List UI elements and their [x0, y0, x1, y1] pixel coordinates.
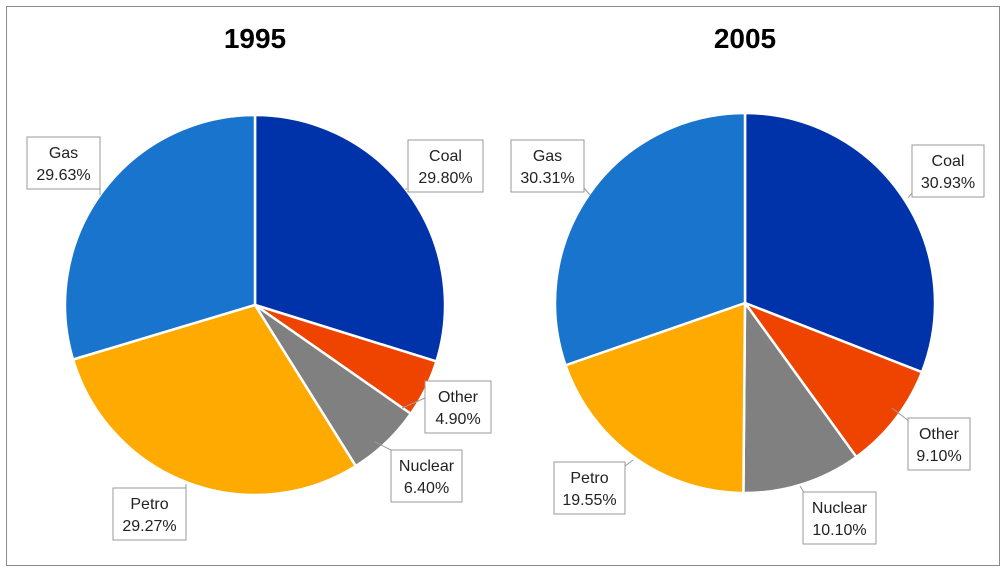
callout-box — [112, 487, 187, 541]
callout-leader-line — [401, 397, 426, 409]
callout-value-label: 6.40% — [404, 480, 449, 497]
callout-box — [907, 417, 971, 471]
callout-value-label: 29.63% — [36, 167, 90, 184]
callout-box — [911, 144, 985, 198]
callout-category-label: Coal — [932, 153, 965, 170]
chart-2-callout-petro: Petro 19.55% — [553, 459, 634, 515]
chart-2-callout-gas: Gas 30.31% — [510, 139, 591, 196]
callout-leader-line — [891, 407, 911, 423]
callout-leader-line — [624, 459, 634, 467]
callout-value-label: 29.80% — [418, 170, 472, 187]
chart-1-callout-coal: Coal 29.80% — [405, 139, 484, 193]
callout-category-label: Petro — [130, 496, 168, 513]
callout-box — [510, 139, 585, 193]
callout-box — [407, 139, 484, 193]
callout-leader-line — [907, 192, 913, 199]
callout-category-label: Other — [919, 426, 960, 443]
callout-value-label: 30.31% — [520, 170, 574, 187]
chart-1-slice-petro — [71, 303, 358, 497]
chart-2-slice-nuclear — [742, 301, 858, 495]
callout-box — [553, 461, 626, 515]
callout-box — [802, 491, 877, 545]
chart-2-callout-other: Other 9.10% — [891, 407, 971, 471]
callout-value-label: 29.27% — [122, 518, 176, 535]
chart-2-slice-gas — [553, 111, 747, 367]
callout-category-label: Nuclear — [812, 500, 868, 517]
chart-1-callout-petro: Petro 29.27% — [112, 484, 187, 541]
chart-1-title: 1995 — [224, 23, 286, 54]
chart-2-title: 2005 — [714, 23, 776, 54]
callout-box — [424, 380, 492, 434]
callout-category-label: Coal — [429, 148, 462, 165]
callout-category-label: Nuclear — [399, 458, 455, 475]
callout-box — [390, 449, 463, 503]
callout-category-label: Gas — [533, 148, 562, 165]
callout-value-label: 9.10% — [916, 448, 961, 465]
callout-box — [26, 136, 101, 190]
callout-value-label: 19.55% — [562, 492, 616, 509]
chart-1-callout-gas: Gas 29.63% — [26, 136, 101, 195]
chart-2-slice-other — [743, 301, 924, 459]
chart-1-slice-gas — [63, 113, 257, 361]
callout-category-label: Petro — [570, 470, 608, 487]
callout-value-label: 4.90% — [435, 411, 480, 428]
chart-1-callout-nuclear: Nuclear 6.40% — [374, 441, 463, 503]
callout-value-label: 30.93% — [921, 175, 975, 192]
chart-2-callout-coal: Coal 30.93% — [907, 144, 985, 199]
callout-category-label: Other — [438, 389, 479, 406]
chart-2-slice-coal — [743, 111, 937, 374]
chart-2-callout-nuclear: Nuclear 10.10% — [799, 485, 877, 545]
chart-1-callout-other: Other 4.90% — [401, 380, 492, 434]
callout-leader-line — [583, 187, 591, 196]
callout-category-label: Gas — [49, 145, 78, 162]
callout-value-label: 10.10% — [812, 522, 866, 539]
